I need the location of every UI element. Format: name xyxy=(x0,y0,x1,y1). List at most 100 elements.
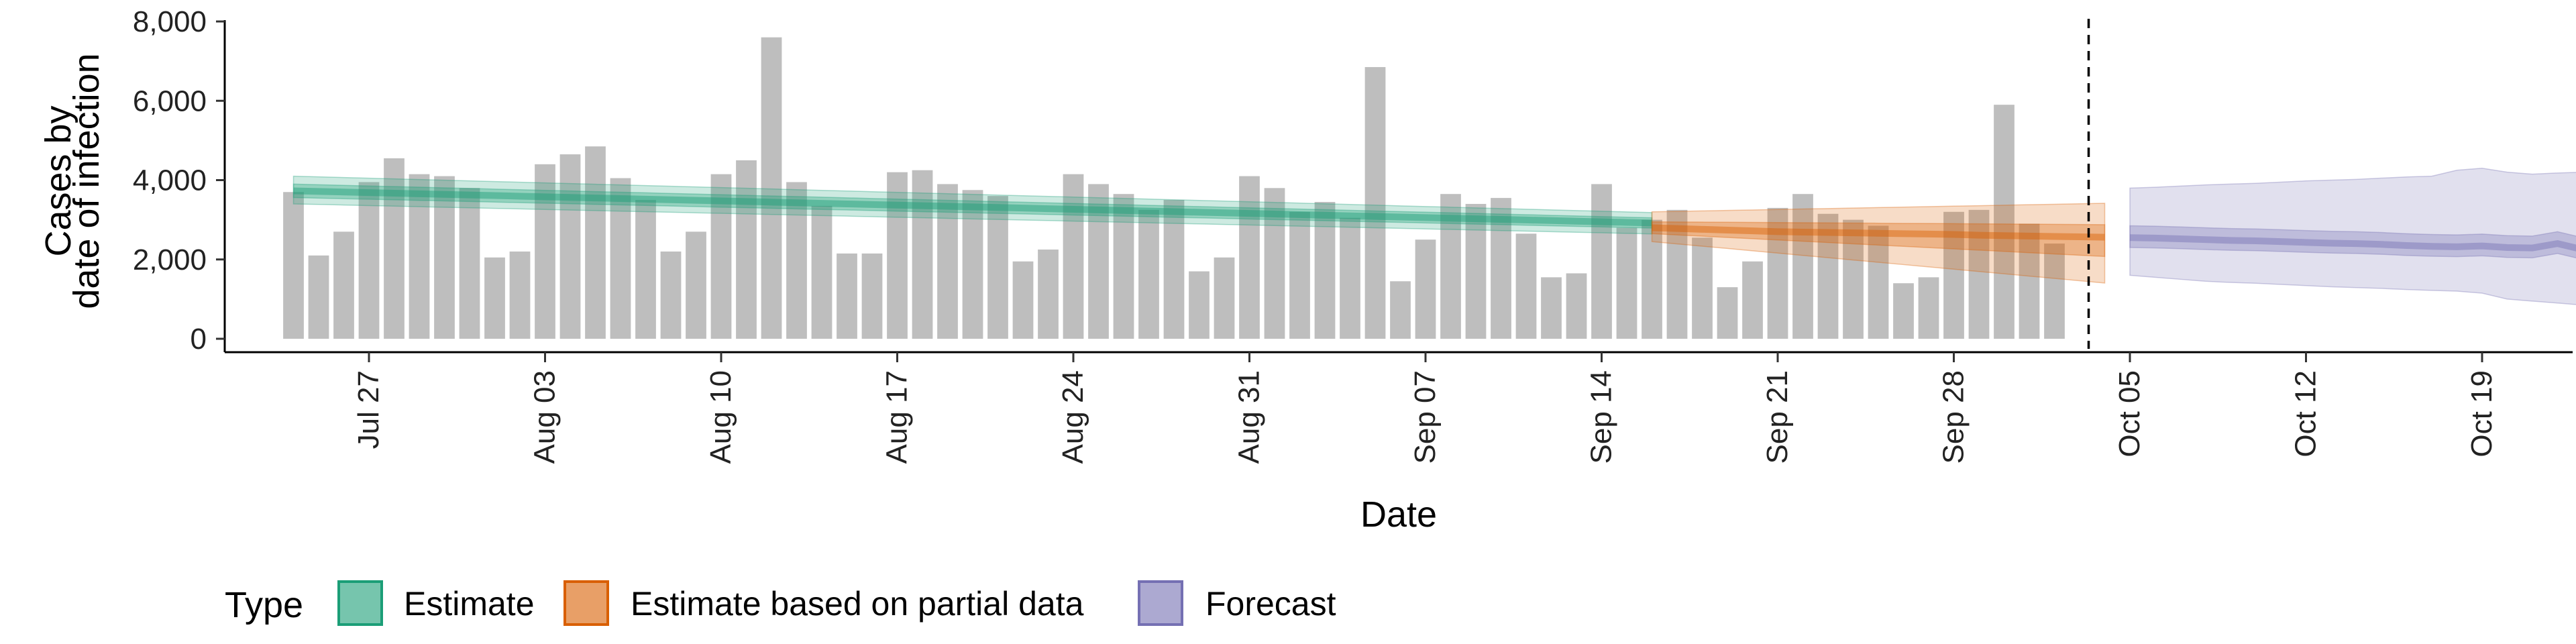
legend-title: Type xyxy=(225,585,303,625)
case-bar xyxy=(1817,213,1839,339)
case-bar xyxy=(1742,261,1763,339)
case-bar xyxy=(861,253,883,339)
case-bar xyxy=(686,231,706,339)
x-tick-label: Sep 07 xyxy=(1409,370,1442,464)
estimate-outer-band xyxy=(292,175,1653,235)
case-bar xyxy=(2044,244,2065,339)
x-tick-label: Sep 14 xyxy=(1585,370,1618,464)
case-bar xyxy=(1189,271,1210,339)
case-bar xyxy=(1264,188,1285,339)
case-bar xyxy=(409,174,430,339)
case-bar xyxy=(1214,257,1235,339)
case-bar xyxy=(1012,261,1034,339)
case-bar xyxy=(1692,237,1713,339)
case-bar xyxy=(2019,223,2040,339)
legend-key-estimate xyxy=(337,580,383,626)
x-tick-label: Oct 12 xyxy=(2290,370,2322,458)
x-tick-label: Sep 28 xyxy=(1937,370,1970,464)
case-bar xyxy=(585,146,606,339)
case-bar xyxy=(1717,287,1738,339)
case-bar xyxy=(1038,249,1059,339)
case-bar xyxy=(1465,203,1487,339)
case-bar xyxy=(333,231,354,339)
case-bar xyxy=(283,192,304,339)
case-bar xyxy=(1440,194,1461,339)
case-bar xyxy=(811,205,833,339)
case-bar xyxy=(660,251,682,339)
y-tick-label: 0 xyxy=(191,323,207,356)
y-tick-label: 2,000 xyxy=(133,244,207,276)
y-tick-label: 8,000 xyxy=(133,5,207,38)
x-tick-label: Aug 10 xyxy=(704,370,737,464)
case-bar xyxy=(887,172,908,339)
case-bar xyxy=(912,170,933,339)
axes-layer xyxy=(223,20,2573,354)
estimate-based-on-partial-data-outer-band xyxy=(1651,203,2106,284)
case-bar xyxy=(1767,207,1788,339)
estimate-inner-band xyxy=(292,183,1653,229)
legend-key-forecast xyxy=(1138,580,1183,626)
case-bar xyxy=(1642,219,1662,339)
case-bar xyxy=(434,176,455,339)
x-tick-label: Oct 05 xyxy=(2113,370,2146,458)
y-axis-title-line-1: Cases by xyxy=(38,105,78,256)
x-tick-label: Jul 27 xyxy=(352,370,385,449)
case-bar xyxy=(635,200,656,339)
case-bar xyxy=(1893,283,1914,339)
y-ticks: 0 2,000 4,000 6,000 8,000 xyxy=(133,5,225,356)
case-bar xyxy=(1415,239,1436,339)
case-bar xyxy=(786,182,807,339)
case-bar xyxy=(1239,176,1260,339)
case-bar xyxy=(1792,194,1813,339)
case-bar xyxy=(987,196,1008,339)
case-bar xyxy=(937,184,958,339)
legend-label-estimate: Estimate xyxy=(404,585,535,623)
case-bar xyxy=(484,257,505,339)
case-bar xyxy=(1616,227,1638,339)
case-bar xyxy=(962,190,983,339)
case-bar xyxy=(1591,184,1612,339)
case-bar xyxy=(509,251,531,339)
legend: Type Estimate Estimate based on partial … xyxy=(225,580,1336,626)
case-bar xyxy=(1843,219,1864,339)
forecast-median-line xyxy=(2129,234,2576,252)
case-bar xyxy=(761,37,782,339)
case-bar xyxy=(610,178,631,339)
case-bar xyxy=(1364,66,1386,339)
x-tick-label: Oct 19 xyxy=(2465,370,2498,458)
y-axis-title-line-2: date of infection xyxy=(66,53,107,309)
case-bar xyxy=(1138,209,1159,339)
legend-key-partial xyxy=(564,580,609,626)
estimate-based-on-partial-data-inner-band xyxy=(1651,221,2106,258)
case-bar xyxy=(1515,233,1537,339)
case-bar xyxy=(736,160,757,339)
forecast-inner-band xyxy=(2129,225,2576,259)
estimate-median-line xyxy=(293,187,1652,227)
case-bar xyxy=(1666,209,1688,339)
x-tick-label: Aug 24 xyxy=(1057,370,1089,464)
case-bar xyxy=(459,188,480,339)
estimate-based-on-partial-data-median-line xyxy=(1652,224,2105,241)
x-tick-label: Aug 17 xyxy=(881,370,914,464)
case-bar xyxy=(1566,273,1587,339)
y-tick-label: 4,000 xyxy=(133,164,207,197)
case-bar xyxy=(1314,202,1336,339)
case-bar xyxy=(1943,211,1964,339)
forecast-outer-band xyxy=(2129,168,2576,305)
case-bar xyxy=(1113,194,1134,339)
case-bar xyxy=(837,253,857,339)
case-bar xyxy=(1968,209,1990,339)
case-bar xyxy=(1390,281,1411,339)
case-bar xyxy=(1994,105,2015,339)
legend-label-forecast: Forecast xyxy=(1205,585,1336,623)
case-bar xyxy=(308,255,329,339)
case-bar xyxy=(559,154,581,339)
x-tick-label: Aug 03 xyxy=(529,370,561,464)
ribbons-layer xyxy=(292,19,2576,349)
x-tick-label: Aug 31 xyxy=(1233,370,1266,464)
case-bar xyxy=(1868,225,1889,339)
case-bar xyxy=(1163,200,1185,339)
case-bar xyxy=(1918,277,1939,339)
x-tick-label: Sep 21 xyxy=(1761,370,1794,464)
